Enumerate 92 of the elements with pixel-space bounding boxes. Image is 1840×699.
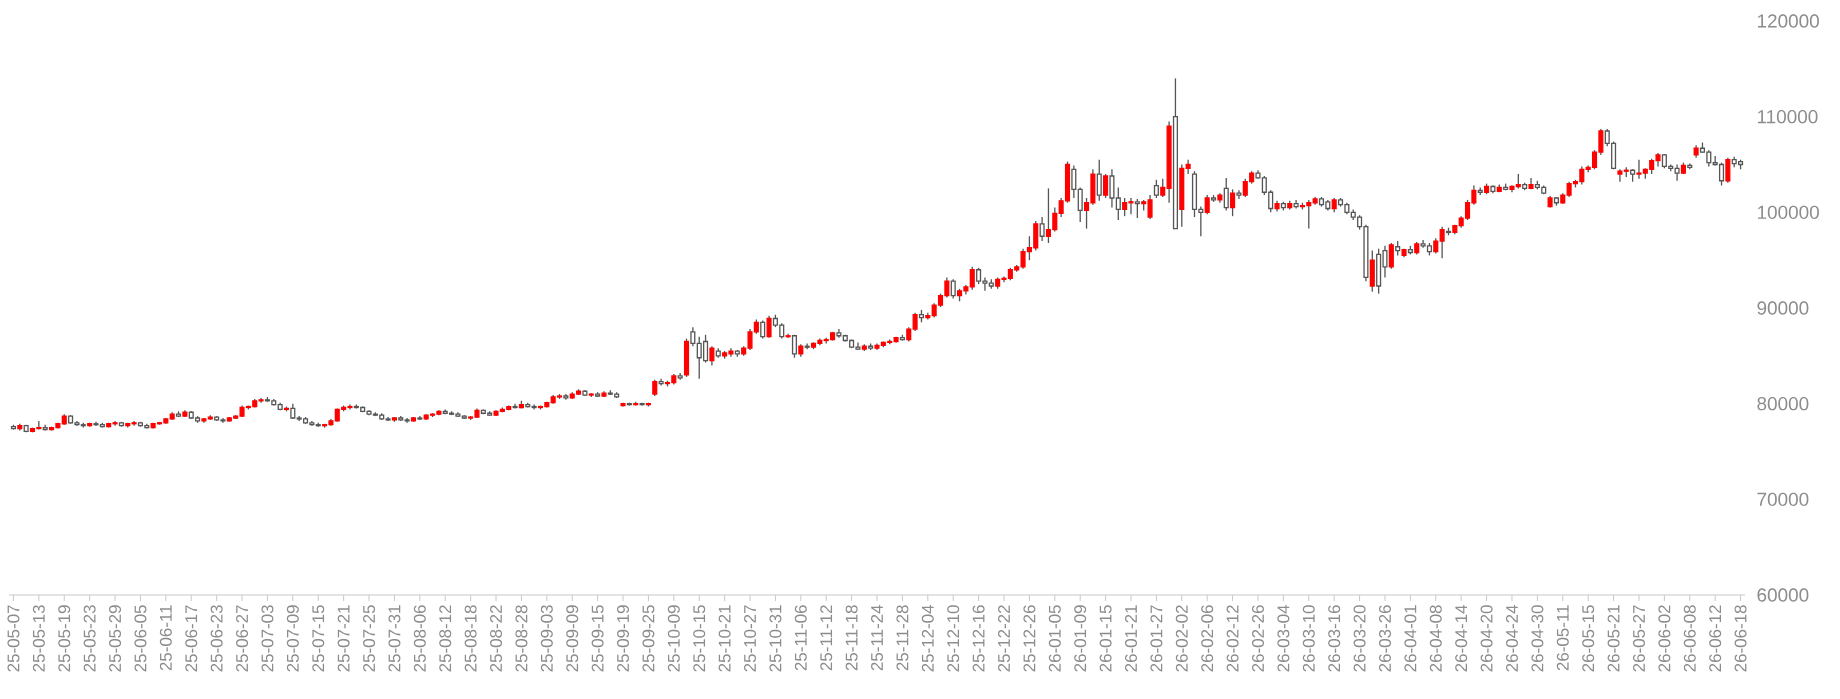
- y-tick-label: 100000: [1757, 205, 1819, 220]
- x-tick-label: 25-12-10: [947, 605, 960, 672]
- x-tick-label: 25-08-22: [490, 605, 503, 672]
- x-tick-label: 26-04-24: [1505, 605, 1518, 672]
- x-tick-label: 25-07-25: [363, 605, 376, 672]
- x-tick-label: 25-12-22: [998, 605, 1010, 672]
- x-tick-label: 26-06-12: [1709, 605, 1722, 672]
- x-tick-label: 25-09-03: [540, 605, 553, 672]
- x-tick-label: 25-09-25: [642, 605, 655, 672]
- x-tick-label: 25-05-29: [109, 605, 122, 672]
- x-tick-label: 26-06-08: [1683, 605, 1696, 672]
- x-tick-label: 26-06-02: [1658, 605, 1671, 672]
- candlestick: [950, 278, 956, 300]
- x-tick-label: 25-06-23: [210, 605, 223, 672]
- x-tick-label: 25-10-15: [693, 605, 706, 672]
- candlestick: [690, 326, 696, 347]
- y-tick-label: 110000: [1757, 109, 1818, 124]
- x-tick-label: 26-05-15: [1582, 605, 1595, 672]
- x-tick-label: 26-03-20: [1353, 605, 1366, 672]
- x-tick-label: 25-08-06: [413, 605, 426, 672]
- x-tick-label: 26-05-27: [1632, 605, 1645, 672]
- x-tick-label: 25-07-21: [337, 605, 350, 672]
- x-tick-label: 26-06-18: [1734, 605, 1747, 672]
- x-tick-label: 25-11-28: [896, 605, 909, 671]
- x-tick-label: 25-06-11: [159, 605, 172, 671]
- x-tick-label: 26-04-01: [1404, 605, 1417, 672]
- x-tick-label: 25-07-09: [286, 605, 299, 672]
- x-tick-label: 26-05-11: [1556, 605, 1569, 671]
- x-tick-label: 25-07-03: [261, 605, 274, 672]
- x-tick-label: 26-02-12: [1226, 605, 1239, 672]
- candlestick: [1071, 164, 1077, 199]
- x-tick-label: 25-09-09: [566, 605, 579, 672]
- x-tick-label: 25-06-05: [134, 605, 147, 672]
- candlestick: [1039, 216, 1045, 242]
- x-tick-label: 26-03-10: [1302, 605, 1315, 672]
- candlestick: [1617, 168, 1623, 183]
- candlestick: [1096, 159, 1102, 202]
- x-tick-label: 25-10-09: [667, 605, 680, 672]
- y-tick-label: 90000: [1757, 301, 1809, 315]
- y-tick-label: 60000: [1757, 588, 1809, 602]
- x-tick-label: 25-09-15: [591, 605, 604, 672]
- x-tick-label: 26-03-26: [1378, 605, 1391, 672]
- x-tick-label: 25-12-26: [1023, 605, 1036, 672]
- candlestick: [1223, 177, 1229, 212]
- x-tick-label: 25-08-28: [515, 605, 528, 672]
- x-tick-label: 25-07-31: [388, 605, 401, 672]
- x-tick-label: 25-06-17: [185, 605, 198, 672]
- x-tick-label: 25-11-18: [845, 605, 858, 671]
- x-tick-label: 26-01-05: [1048, 605, 1061, 672]
- x-tick-label: 25-11-24: [871, 605, 884, 671]
- y-tick-label: 70000: [1757, 492, 1809, 507]
- x-tick-label: 25-11-06: [794, 605, 807, 671]
- x-tick-label: 25-10-21: [718, 605, 731, 672]
- x-tick-label: 25-10-27: [744, 605, 757, 672]
- y-tick-label: 80000: [1757, 396, 1809, 411]
- x-tick-label: 25-12-04: [921, 605, 934, 672]
- candlestick: [1077, 186, 1083, 223]
- x-tick-label: 26-05-21: [1607, 605, 1620, 672]
- x-tick-label: 25-05-13: [32, 605, 45, 672]
- x-tick-label: 26-02-06: [1201, 605, 1214, 672]
- x-tick-label: 25-12-16: [972, 605, 985, 672]
- x-tick-label: 26-03-16: [1328, 605, 1341, 672]
- candlestick: [1674, 163, 1680, 182]
- y-tick-label: 120000: [1757, 14, 1819, 28]
- x-tick-label: 26-01-27: [1150, 605, 1163, 672]
- candlestick: [1236, 189, 1242, 200]
- x-tick-label: 25-11-12: [820, 605, 833, 671]
- x-tick-label: 26-02-02: [1175, 605, 1188, 672]
- x-tick-label: 26-04-14: [1455, 605, 1468, 672]
- x-tick-label: 26-03-04: [1277, 605, 1290, 672]
- x-tick-label: 25-08-12: [439, 605, 452, 672]
- candlestick: [1134, 198, 1140, 219]
- x-tick-label: 26-04-20: [1480, 605, 1493, 672]
- x-tick-label: 26-04-30: [1531, 605, 1544, 672]
- candlestick: [1153, 179, 1159, 199]
- x-tick-label: 26-01-21: [1125, 605, 1137, 672]
- x-tick-label: 25-05-07: [7, 605, 20, 672]
- x-tick-label: 26-04-08: [1429, 605, 1442, 672]
- candlestick: [836, 328, 842, 339]
- x-tick-label: 25-06-27: [236, 605, 249, 672]
- x-tick-label: 25-10-31: [769, 605, 782, 672]
- x-tick-label: 25-05-19: [58, 605, 71, 672]
- candlestick: [760, 319, 766, 340]
- candlestick: [1293, 199, 1299, 210]
- x-tick-label: 25-09-19: [617, 605, 630, 672]
- x-tick-label: 25-05-23: [83, 605, 96, 672]
- x-tick-label: 26-02-26: [1251, 605, 1264, 672]
- candlestick: [1185, 159, 1191, 175]
- x-tick-label: 25-07-15: [312, 605, 325, 672]
- x-tick-label: 26-01-15: [1099, 605, 1112, 672]
- x-tick-label: 26-01-09: [1074, 605, 1087, 672]
- x-tick-label: 25-08-18: [464, 605, 477, 672]
